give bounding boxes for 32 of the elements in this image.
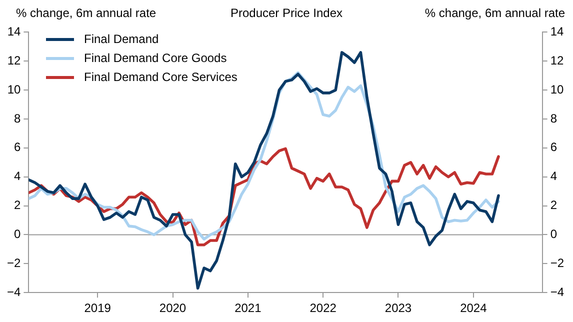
y-tick-label: 4 <box>14 169 21 184</box>
y2-tick-label: −2 <box>550 256 564 270</box>
y2-tick-label: 12 <box>550 53 564 68</box>
y2-tick-label: 14 <box>550 24 564 39</box>
y-tick-label: 14 <box>7 24 21 39</box>
y2-tick-label: 10 <box>550 82 564 96</box>
x-tick-label: 2024 <box>460 301 488 316</box>
y2-tick-label: 6 <box>550 140 558 154</box>
x-tick-label: 2020 <box>159 301 186 316</box>
y2-tick-label: 2 <box>550 198 558 212</box>
x-tick-label: 2019 <box>84 301 112 316</box>
legend-label: Final Demand Core Services <box>84 70 238 84</box>
y-tick-label: 6 <box>14 140 21 154</box>
y2-tick-label: −4 <box>550 284 564 299</box>
x-tick-label: 2021 <box>234 301 262 316</box>
x-tick-label: 2023 <box>384 301 412 316</box>
x-tick-label: 2022 <box>310 301 337 316</box>
y-tick-label: 0 <box>14 227 21 242</box>
y-tick-label: −4 <box>6 284 21 299</box>
y-tick-label: 2 <box>14 198 21 212</box>
y2-axis-title: % change, 6m annual rate <box>424 6 565 20</box>
chart-title: Producer Price Index <box>230 6 343 20</box>
legend-label: Final Demand <box>84 32 159 46</box>
y2-tick-label: 4 <box>550 169 558 184</box>
y-axis-title: % change, 6m annual rate <box>16 6 156 20</box>
y2-tick-label: 0 <box>550 227 558 242</box>
y2-tick-label: 8 <box>550 111 558 126</box>
y-tick-label: 10 <box>7 82 21 96</box>
y-tick-label: 8 <box>14 111 21 126</box>
y-tick-label: 12 <box>7 53 21 68</box>
legend-label: Final Demand Core Goods <box>84 51 227 65</box>
y-tick-label: −2 <box>6 256 21 270</box>
